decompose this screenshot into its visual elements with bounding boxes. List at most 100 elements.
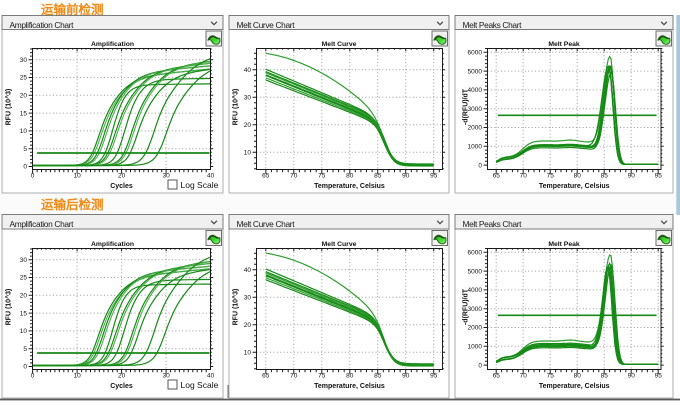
svg-text:0: 0 bbox=[23, 364, 27, 371]
svg-text:-d(RFU)/dT: -d(RFU)/dT bbox=[463, 88, 470, 125]
svg-text:20: 20 bbox=[118, 173, 126, 180]
svg-text:20: 20 bbox=[20, 93, 28, 100]
svg-text:30: 30 bbox=[162, 373, 170, 380]
svg-text:Temperature, Celsius: Temperature, Celsius bbox=[539, 383, 610, 390]
svg-text:10: 10 bbox=[244, 350, 252, 357]
svg-text:Melt Peak: Melt Peak bbox=[548, 241, 580, 248]
svg-text:80: 80 bbox=[574, 373, 582, 380]
svg-text:40: 40 bbox=[244, 67, 252, 74]
svg-text:65: 65 bbox=[493, 373, 501, 380]
svg-text:Amplification Chart: Amplification Chart bbox=[10, 20, 75, 30]
svg-text:70: 70 bbox=[290, 173, 298, 180]
svg-text:30: 30 bbox=[20, 57, 28, 64]
svg-text:Melt Curve Chart: Melt Curve Chart bbox=[237, 219, 296, 229]
svg-text:3000: 3000 bbox=[468, 106, 483, 113]
svg-text:运输前检测: 运输前检测 bbox=[41, 2, 104, 17]
svg-text:40: 40 bbox=[244, 267, 252, 274]
svg-text:20: 20 bbox=[244, 122, 252, 129]
svg-text:5: 5 bbox=[23, 346, 27, 353]
svg-text:-d(RFU)/dT: -d(RFU)/dT bbox=[463, 288, 470, 325]
svg-text:10: 10 bbox=[20, 328, 28, 335]
svg-text:80: 80 bbox=[574, 173, 582, 180]
svg-text:70: 70 bbox=[290, 373, 298, 380]
svg-text:10: 10 bbox=[73, 173, 81, 180]
svg-text:Cycles: Cycles bbox=[110, 383, 133, 390]
svg-text:6000: 6000 bbox=[468, 250, 483, 257]
svg-text:0: 0 bbox=[478, 162, 482, 169]
svg-text:Log Scale: Log Scale bbox=[181, 180, 219, 190]
svg-text:20: 20 bbox=[118, 373, 126, 380]
svg-text:15: 15 bbox=[20, 310, 28, 317]
svg-text:4000: 4000 bbox=[468, 287, 483, 294]
svg-text:0: 0 bbox=[23, 164, 27, 171]
svg-text:5000: 5000 bbox=[468, 68, 483, 75]
svg-text:Melt Curve: Melt Curve bbox=[322, 241, 357, 248]
svg-text:Amplification Chart: Amplification Chart bbox=[10, 219, 75, 229]
svg-text:10: 10 bbox=[20, 128, 28, 135]
svg-text:65: 65 bbox=[262, 173, 270, 180]
svg-text:10: 10 bbox=[73, 373, 81, 380]
svg-text:3000: 3000 bbox=[468, 306, 483, 313]
svg-text:0: 0 bbox=[31, 173, 35, 180]
svg-text:70: 70 bbox=[520, 173, 528, 180]
svg-text:75: 75 bbox=[318, 173, 326, 180]
svg-text:95: 95 bbox=[430, 173, 438, 180]
svg-text:Melt Peak: Melt Peak bbox=[548, 41, 580, 48]
svg-text:85: 85 bbox=[374, 173, 382, 180]
svg-text:RFU (10^3): RFU (10^3) bbox=[5, 89, 13, 126]
svg-text:Melt Peaks Chart: Melt Peaks Chart bbox=[463, 20, 523, 30]
svg-text:95: 95 bbox=[655, 373, 663, 380]
svg-text:20: 20 bbox=[20, 293, 28, 300]
svg-text:RFU (10^3): RFU (10^3) bbox=[232, 89, 240, 126]
svg-text:5: 5 bbox=[23, 146, 27, 153]
svg-text:25: 25 bbox=[20, 275, 28, 282]
svg-text:Amplification: Amplification bbox=[91, 241, 134, 248]
svg-text:Melt Curve: Melt Curve bbox=[322, 41, 357, 48]
svg-text:85: 85 bbox=[601, 173, 609, 180]
svg-text:20: 20 bbox=[244, 322, 252, 329]
svg-text:Log Scale: Log Scale bbox=[181, 380, 219, 390]
svg-text:5000: 5000 bbox=[468, 268, 483, 275]
svg-text:30: 30 bbox=[244, 295, 252, 302]
svg-text:75: 75 bbox=[547, 173, 555, 180]
svg-text:Temperature, Celsius: Temperature, Celsius bbox=[314, 383, 385, 390]
svg-text:95: 95 bbox=[655, 173, 663, 180]
svg-text:40: 40 bbox=[207, 173, 215, 180]
svg-text:Cycles: Cycles bbox=[110, 183, 133, 190]
svg-text:65: 65 bbox=[493, 173, 501, 180]
svg-text:65: 65 bbox=[262, 373, 270, 380]
svg-text:75: 75 bbox=[318, 373, 326, 380]
svg-text:2000: 2000 bbox=[468, 125, 483, 132]
svg-text:Temperature, Celsius: Temperature, Celsius bbox=[314, 183, 385, 190]
svg-text:RFU (10^3): RFU (10^3) bbox=[5, 289, 13, 326]
svg-text:2000: 2000 bbox=[468, 325, 483, 332]
svg-text:80: 80 bbox=[346, 173, 354, 180]
svg-text:1000: 1000 bbox=[468, 144, 483, 151]
svg-text:4000: 4000 bbox=[468, 87, 483, 94]
svg-text:80: 80 bbox=[346, 373, 354, 380]
svg-text:运输后检测: 运输后检测 bbox=[41, 197, 104, 212]
svg-text:70: 70 bbox=[520, 373, 528, 380]
svg-text:Melt Curve Chart: Melt Curve Chart bbox=[237, 20, 296, 30]
svg-text:30: 30 bbox=[162, 173, 170, 180]
svg-text:40: 40 bbox=[207, 373, 215, 380]
svg-text:RFU (10^3): RFU (10^3) bbox=[232, 289, 240, 326]
svg-text:1000: 1000 bbox=[468, 344, 483, 351]
svg-text:25: 25 bbox=[20, 75, 28, 82]
svg-text:0: 0 bbox=[478, 362, 482, 369]
svg-text:30: 30 bbox=[20, 257, 28, 264]
svg-text:90: 90 bbox=[402, 373, 410, 380]
svg-text:85: 85 bbox=[601, 373, 609, 380]
svg-text:10: 10 bbox=[244, 150, 252, 157]
svg-text:90: 90 bbox=[628, 173, 636, 180]
svg-text:Melt Peaks Chart: Melt Peaks Chart bbox=[463, 219, 523, 229]
svg-text:0: 0 bbox=[31, 373, 35, 380]
svg-text:90: 90 bbox=[402, 173, 410, 180]
svg-text:Amplification: Amplification bbox=[91, 41, 134, 48]
svg-text:85: 85 bbox=[374, 373, 382, 380]
svg-text:30: 30 bbox=[244, 95, 252, 102]
svg-text:6000: 6000 bbox=[468, 50, 483, 57]
svg-text:15: 15 bbox=[20, 110, 28, 117]
svg-text:75: 75 bbox=[547, 373, 555, 380]
svg-text:Temperature, Celsius: Temperature, Celsius bbox=[539, 183, 610, 190]
